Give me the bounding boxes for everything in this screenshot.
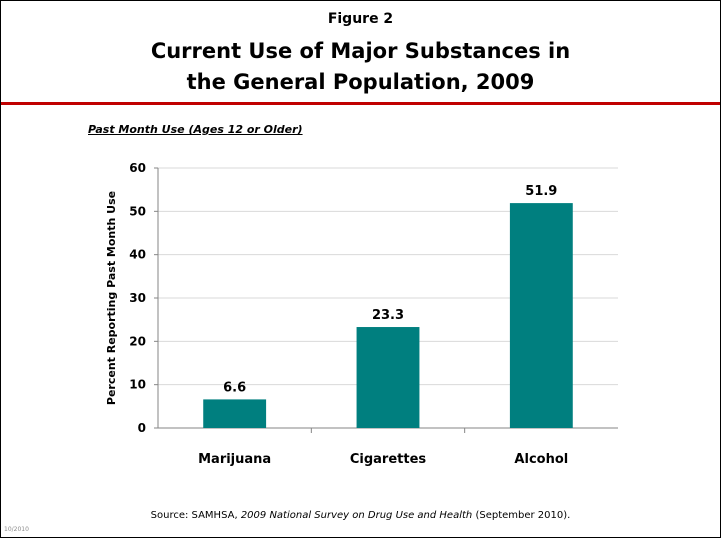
title-divider (1, 102, 720, 105)
y-tick-label: 30 (129, 291, 146, 305)
chart-title: Current Use of Major Substances in the G… (1, 36, 720, 98)
chart-title-line-1: Current Use of Major Substances in (150, 39, 571, 63)
bar (203, 399, 267, 428)
figure-label: Figure 2 (327, 11, 394, 27)
source-prefix: Source: SAMHSA, (150, 510, 241, 521)
x-tick-label: Alcohol (514, 452, 568, 467)
y-tick-label: 40 (129, 248, 146, 262)
data-label: 23.3 (372, 308, 404, 323)
bar (356, 327, 420, 428)
source-suffix: (September 2010). (472, 510, 571, 521)
bar-chart: 0 10 20 30 40 50 60 6.6 Marijuana 23.3 Cigarettes 5… (105, 161, 618, 467)
data-label: 6.6 (223, 380, 246, 395)
date-stamp: 10/2010 (4, 526, 29, 533)
y-tick-label: 20 (129, 334, 146, 348)
chart-subtitle: Past Month Use (Ages 12 or Older) (88, 123, 303, 136)
bars (203, 203, 573, 428)
y-tick-label: 0 (138, 421, 146, 435)
y-tick-label: 60 (129, 161, 146, 175)
data-label: 51.9 (525, 184, 557, 199)
source-title: 2009 National Survey on Drug Use and Hea… (240, 510, 473, 521)
source-citation: Source: SAMHSA, 2009 National Survey on … (1, 510, 720, 521)
y-axis-label: Percent Reporting Past Month Use (105, 191, 118, 405)
y-tick-label: 50 (129, 204, 146, 218)
x-tick-label: Marijuana (198, 452, 271, 467)
x-tick-label: Cigarettes (350, 452, 427, 467)
bar (509, 203, 573, 428)
chart-title-line-2: the General Population, 2009 (186, 70, 535, 94)
y-tick-label: 10 (129, 378, 146, 392)
labels: 0 10 20 30 40 50 60 6.6 Marijuana 23.3 Cigarettes 5… (105, 161, 568, 467)
